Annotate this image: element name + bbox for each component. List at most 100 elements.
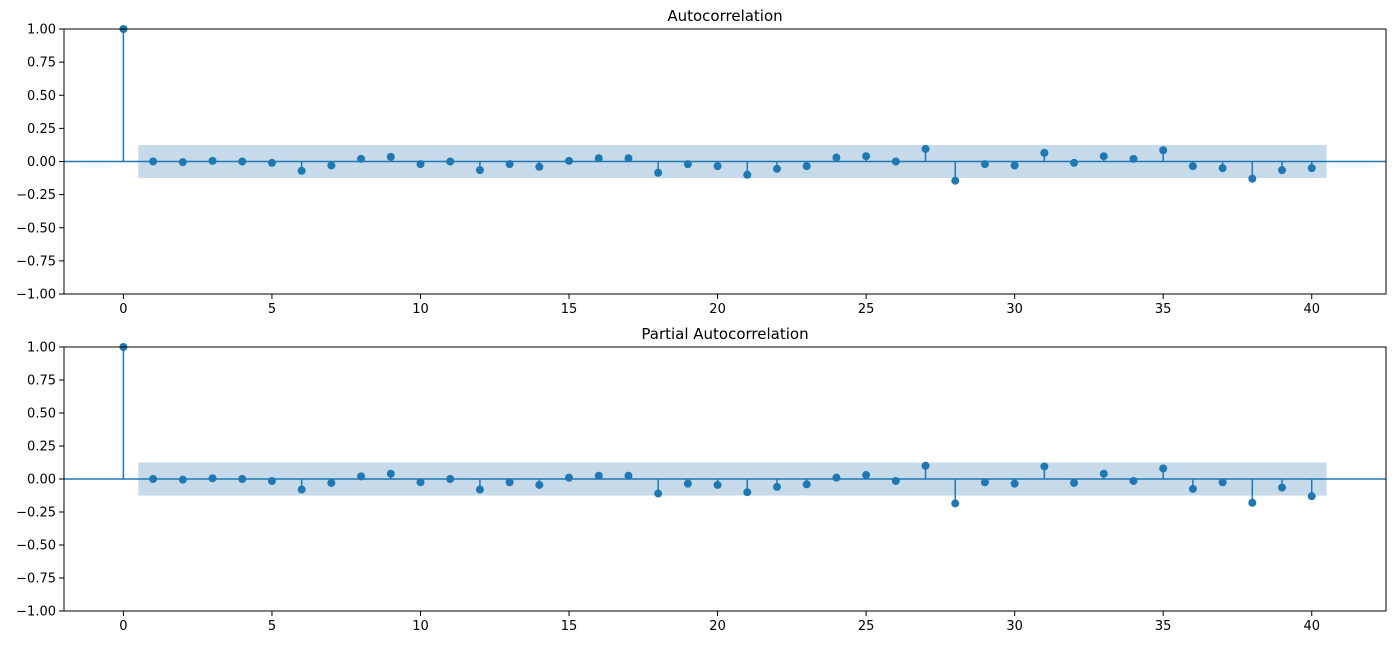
pacf-marker-lag-36 [1188, 484, 1197, 493]
pacf-marker-lag-2 [178, 475, 187, 484]
pacf-marker-lag-35 [1159, 464, 1168, 473]
autocorrelation-panel: Autocorrelation 0 5 10 15 20 25 30 35 40 −1.00 −0.… [16, 7, 1387, 317]
pacf-marker-lag-24 [832, 473, 841, 482]
pacf-marker-lag-7 [327, 478, 336, 487]
acf-x-tick-label-15: 15 [561, 302, 578, 317]
pacf-marker-lag-28 [951, 499, 960, 508]
acf-y-tick-label-0: −1.00 [16, 288, 56, 303]
pacf-y-tick-label-3: −0.25 [16, 506, 56, 521]
pacf-x-tick-label-0: 0 [119, 619, 127, 634]
acf-marker-lag-4 [238, 157, 247, 166]
pacf-marker-lag-25 [862, 471, 871, 480]
pacf-marker-lag-9 [386, 469, 395, 478]
pacf-x-tick-label-20: 20 [709, 619, 726, 634]
pacf-marker-lag-20 [713, 480, 722, 489]
pacf-marker-lag-39 [1278, 483, 1287, 492]
pacf-marker-lag-31 [1040, 462, 1049, 471]
acf-marker-lag-23 [802, 162, 811, 171]
pacf-marker-lag-34 [1129, 476, 1138, 485]
acf-y-tick-label-7: 0.75 [27, 56, 56, 71]
pacf-marker-lag-12 [475, 485, 484, 494]
pacf-marker-lag-21 [743, 488, 752, 497]
pacf-marker-lag-14 [535, 480, 544, 489]
autocorrelation-title: Autocorrelation [667, 7, 782, 25]
acf-marker-lag-39 [1278, 166, 1287, 175]
pacf-marker-lag-23 [802, 480, 811, 489]
pacf-y-tick-label-8: 1.00 [27, 341, 56, 356]
acf-marker-lag-33 [1099, 152, 1108, 161]
pacf-y-tick-label-4: 0.00 [27, 473, 56, 488]
acf-y-tick-label-1: −0.75 [16, 254, 56, 269]
acf-marker-lag-9 [386, 152, 395, 161]
pacf-marker-lag-15 [565, 473, 574, 482]
pacf-marker-lag-27 [921, 461, 930, 470]
acf-marker-lag-10 [416, 160, 425, 169]
acf-x-tick-label-0: 0 [119, 302, 127, 317]
pacf-marker-lag-1 [149, 475, 158, 483]
acf-marker-lag-31 [1040, 148, 1049, 157]
acf-marker-lag-12 [475, 166, 484, 175]
pacf-marker-lag-19 [683, 479, 692, 488]
pacf-marker-lag-40 [1307, 492, 1316, 501]
acf-marker-lag-32 [1070, 158, 1079, 167]
pacf-x-tick-label-30: 30 [1006, 619, 1023, 634]
pacf-x-tick-label-35: 35 [1155, 619, 1172, 634]
acf-x-tick-label-30: 30 [1006, 302, 1023, 317]
pacf-marker-lag-29 [980, 478, 989, 487]
acf-marker-lag-22 [772, 164, 781, 173]
acf-x-tick-label-25: 25 [858, 302, 875, 317]
acf-x-tick-label-10: 10 [412, 302, 429, 317]
acf-y-tick-label-6: 0.50 [27, 89, 56, 104]
pacf-y-tick-label-2: −0.50 [16, 539, 56, 554]
acf-marker-lag-27 [921, 144, 930, 153]
acf-marker-lag-26 [891, 157, 900, 166]
acf-y-tick-label-2: −0.50 [16, 221, 56, 236]
acf-x-tick-label-5: 5 [268, 302, 276, 317]
pacf-marker-lag-26 [891, 476, 900, 485]
acf-marker-lag-20 [713, 162, 722, 171]
acf-marker-lag-35 [1159, 146, 1168, 155]
pacf-marker-lag-30 [1010, 479, 1019, 488]
pacf-x-tick-label-10: 10 [412, 619, 429, 634]
acf-marker-lag-3 [208, 156, 217, 165]
pacf-x-tick-label-5: 5 [268, 619, 276, 634]
acf-marker-lag-24 [832, 153, 841, 162]
partial-autocorrelation-panel: Partial Autocorrelation 0 5 10 15 20 25 30 35 40… [16, 325, 1387, 634]
pacf-y-tick-label-7: 0.75 [27, 374, 56, 389]
acf-marker-lag-5 [267, 158, 276, 167]
acf-marker-lag-29 [980, 160, 989, 169]
acf-marker-lag-34 [1129, 154, 1138, 163]
acf-marker-lag-2 [178, 158, 187, 167]
acf-marker-lag-14 [535, 162, 544, 171]
acf-marker-lag-8 [357, 154, 366, 163]
pacf-marker-lag-5 [267, 476, 276, 485]
acf-marker-lag-13 [505, 160, 514, 169]
pacf-y-tick-label-6: 0.50 [27, 407, 56, 422]
acf-marker-lag-6 [297, 166, 306, 175]
pacf-marker-lag-17 [624, 471, 633, 480]
acf-marker-lag-19 [683, 160, 692, 169]
acf-marker-lag-30 [1010, 161, 1019, 170]
acf-marker-lag-11 [446, 157, 455, 166]
pacf-marker-lag-32 [1070, 478, 1079, 487]
pacf-marker-lag-37 [1218, 478, 1227, 487]
acf-marker-lag-16 [594, 154, 603, 163]
pacf-marker-lag-6 [297, 485, 306, 494]
acf-marker-lag-37 [1218, 164, 1227, 173]
acf-marker-lag-17 [624, 154, 633, 163]
pacf-y-tick-label-0: −1.00 [16, 605, 56, 620]
pacf-marker-lag-4 [238, 475, 247, 483]
pacf-y-tick-label-1: −0.75 [16, 572, 56, 587]
acf-marker-lag-18 [654, 168, 663, 177]
acf-x-tick-label-35: 35 [1155, 302, 1172, 317]
pacf-marker-lag-11 [446, 475, 455, 483]
acf-marker-lag-15 [565, 156, 574, 165]
acf-x-tick-label-20: 20 [709, 302, 726, 317]
pacf-marker-lag-38 [1248, 498, 1257, 507]
acf-marker-lag-7 [327, 161, 336, 170]
partial-autocorrelation-title: Partial Autocorrelation [641, 325, 808, 343]
acf-marker-lag-1 [149, 157, 158, 166]
pacf-x-tick-label-40: 40 [1303, 619, 1320, 634]
